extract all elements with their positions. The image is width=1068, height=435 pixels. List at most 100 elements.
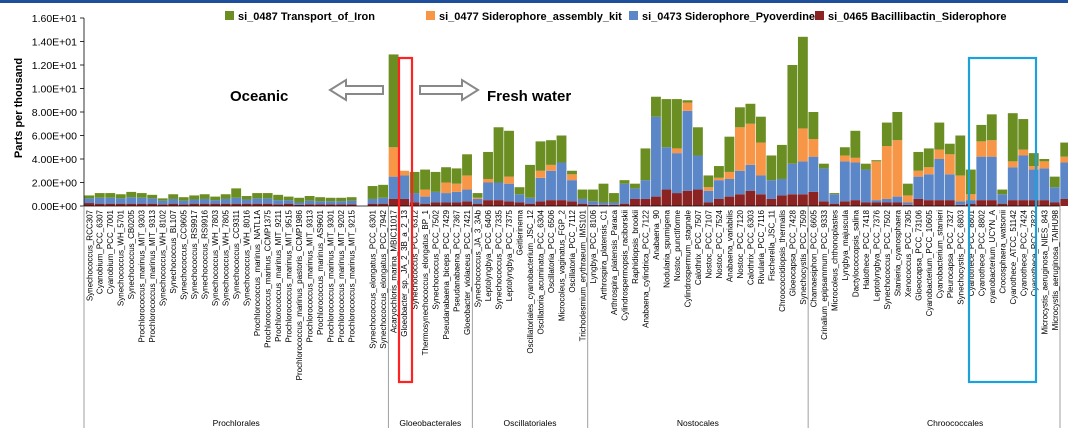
bar-segment-Rivularia_PCC_7116-s2 xyxy=(755,142,766,176)
bar-segment-Calothrix_PCC_6303-s2 xyxy=(745,123,756,165)
bar-segment-Oscillatoriales_cyanobacterium_JSC_12-s0 xyxy=(525,203,535,206)
bar-segment-cyanobacterium_UCYN_A-s0 xyxy=(986,200,997,207)
bar-segment-Cylindrospermum_stagnale-s1 xyxy=(682,110,693,191)
bar-segment-Stanieria_cyanosphaera-s3 xyxy=(892,112,903,141)
bar-segment-Crinalium_epipsammum_PCC_9333-s3 xyxy=(818,163,829,169)
bar-segment-Oscillatoria_acuminata_PCC_6304-s0 xyxy=(535,201,546,206)
bar-segment-Lyngbya_majuscula-s1 xyxy=(839,161,850,202)
bar-segment-Prochlorococcus_marinus_MIT_9313-s3 xyxy=(304,196,315,201)
bar-segment-Nodularia_spumigena-s0 xyxy=(661,189,672,206)
bar-segment-Pseudanabaena_biceps_PCC_7429-s0 xyxy=(441,202,451,206)
bar-segment-Pleurocapsa_PCC_7327-s3 xyxy=(944,143,955,155)
bar-segment-Cyanobacterium_stanieri-s3 xyxy=(934,122,945,150)
bar-segment-Chroococcidiopsis_thermalis-s3 xyxy=(776,144,787,179)
bar-segment-Pleurocapsa_PCC_7327-s2 xyxy=(944,154,955,175)
bar-segment-Nostoc_punctiforme-s1 xyxy=(672,153,682,194)
bar-segment-Pleurocapsa_PCC_7327-s0 xyxy=(944,200,955,207)
bar-segment-Synechococcus_WH_5701-s0 xyxy=(115,203,126,206)
x-tick-label: Prochlorococcus_marinus_MIT_9301 xyxy=(327,209,336,342)
bar-segment-Thermosynechococcus_elongatus_BP_1-s1 xyxy=(420,196,430,204)
bar-segment-Prochlorococcus_marinus_MIT_9301-s0 xyxy=(325,204,336,206)
bar-segment-Synechococcus_JA_3_3Ab-s2 xyxy=(472,197,483,199)
bar-segment-Cylindrospermum_stagnale-s0 xyxy=(682,190,693,206)
annotation-fresh-water: Fresh water xyxy=(487,88,571,105)
bar-segment-Oscillatoria_PCC_7112-s3 xyxy=(567,170,577,175)
x-tick-label: Acaryochloris_marina_MBIC11017 xyxy=(390,209,399,333)
bar-segment-Dactylococcopsis_salina-s2 xyxy=(850,157,861,163)
bar-segment-Cylindrospermopsis_raciborskii-s0 xyxy=(619,203,630,206)
bar-segment-Nodularia_spumigena-s1 xyxy=(661,147,672,190)
bar-segment-Prochlorococcus_marinus_AS9601-s1 xyxy=(315,201,326,205)
bar-segment-Gloeocapsa_PCC_7428-s3 xyxy=(787,65,798,164)
bar-segment-Gloeocapsa_PCC_7428-s0 xyxy=(787,194,798,206)
bar-segment-Cyanobium_PCC_7001-s3 xyxy=(105,193,116,198)
bar-segment-Arthrospira_platensis_Paraca-s3 xyxy=(609,193,619,203)
bar-segment-Nostoc_PCC_7524-s2 xyxy=(713,177,724,181)
bar-segment-Microcystis_aeruginosa_NIES_843-s2 xyxy=(1039,161,1050,169)
bar-segment-Pleurocapsa_PCC_7327-s1 xyxy=(944,174,955,201)
bar-segment-Cyanothece_PCC_8801-s3 xyxy=(965,169,976,195)
bar-segment-blank-s3 xyxy=(1060,142,1068,157)
bar-segment-Nostoc_PCC_7524-s3 xyxy=(713,166,724,178)
bar-segment-Microcystis_aeruginosa_TAIHU98-s1 xyxy=(1049,187,1060,203)
bar-segment-Xenococcus_PCC_7305-s1 xyxy=(902,202,913,205)
x-tick-label: Prochlorococcus_marinus_MIT_9515 xyxy=(285,209,294,342)
bar-segment-Synechococcus_WH_8102-s1 xyxy=(157,200,168,205)
bar-segment-Cyanothece_PCC_8802-s0 xyxy=(976,200,987,207)
bar-segment-Synechococcus_PCC_6312-s3 xyxy=(409,171,420,194)
bar-segment-Synechococcus_PCC_7502-s1 xyxy=(430,191,441,203)
bar-segment-Synechococcus_WH_7803-s0 xyxy=(210,203,221,206)
x-tick-label: Raphidiopsis_brookii xyxy=(631,210,640,284)
bar-segment-Nostoc_punctiforme-s2 xyxy=(672,148,682,154)
bar-segment-Microcoleus_chthonoplastes-s3 xyxy=(829,193,840,195)
bar-segment-Pseudanabaena_biceps_PCC_7429-s3 xyxy=(441,167,451,183)
x-tick-label: Synechococcus_CC9311 xyxy=(232,209,241,299)
bar-segment-Gloeobacter_violaceus_PCC_7421-s0 xyxy=(462,201,472,206)
bar-segment-Dactylococcopsis_salina-s0 xyxy=(850,200,861,207)
bar-segment-cyanobacterium_UCYN_A-s3 xyxy=(986,114,997,141)
bar-segment-Synechococcus_RS9917-s1 xyxy=(189,199,200,204)
bar-segment-Geitlerinema-s1 xyxy=(514,194,525,203)
x-tick-label: Gloeobacter_sp._JA_2_3B_a_2_13 xyxy=(400,209,409,336)
bar-segment-Rivularia_PCC_7116-s1 xyxy=(755,175,766,195)
x-tick-label: Cylindrospermopsis_raciborskii xyxy=(620,210,629,321)
bar-segment-Rivularia_PCC_7116-s0 xyxy=(755,194,766,206)
bar-segment-Raphidiopsis_brookii-s0 xyxy=(630,198,640,206)
x-tick-label: Chroococcidiopsis_thermalis xyxy=(778,210,787,312)
x-tick-label: Anabaena_90 xyxy=(652,209,661,259)
bar-segment-Leptolyngbya_PCC_6406-s3 xyxy=(483,151,493,179)
legend-label: si_0477 Siderophore_assembly_kit xyxy=(439,11,622,23)
bar-segment-Cyanobium_PCC_6307-s1 xyxy=(94,197,105,204)
bar-segment-Calothrix_PCC_7507-s0 xyxy=(693,189,703,206)
x-tick-label: Anabaena_cylindrica_PCC_7122 xyxy=(641,209,650,327)
x-tick-label: Cyanothece_PCC_7424 xyxy=(1019,209,1028,296)
x-tick-label: Pseudanabaena_PCC_7367 xyxy=(453,209,462,311)
bar-segment-Synechococcus_JA_3_3Ab-s3 xyxy=(472,193,483,198)
bar-segment-Pseudanabaena_biceps_PCC_7429-s2 xyxy=(441,182,451,194)
bar-segment-Synechococcus_PCC_7502-s0 xyxy=(881,202,892,206)
bar-segment-Synechococcus_CC9605-s0 xyxy=(178,204,189,206)
bar-segment-Synechococcus_RCC307-s0 xyxy=(84,203,95,206)
bar-segment-Trichodesmium_erythraeum_IMS101-s0 xyxy=(577,203,588,206)
group-label: Prochlorales xyxy=(213,418,260,428)
bar-segment-Synechococcus_CB0205-s3 xyxy=(126,191,137,198)
x-tick-label: Fischerella_JSC_11 xyxy=(767,209,776,281)
x-tick-label: Gloeocapsa_PCC_7428 xyxy=(788,209,797,296)
bar-segment-Cyanobacterium_PCC_10605-s3 xyxy=(923,148,934,168)
bar-segment-blank-s1 xyxy=(1060,162,1068,199)
x-tick-label: Prochlorococcus_marinus_NATL1A xyxy=(253,209,262,336)
bar-segment-Cyanothece_ATCC_51142-s2 xyxy=(1007,161,1018,168)
bar-segment-Synechococcus_JA_3_3Ab-s0 xyxy=(472,203,483,206)
bar-segment-Crocosphaera_watsonii-s3 xyxy=(997,189,1008,195)
x-tick-label: Cyanobium_PCC_7001 xyxy=(106,209,115,294)
bar-segment-Cyanobacterium_stanieri-s0 xyxy=(934,200,945,207)
bar-segment-Synechococcus_WH_7805-s3 xyxy=(220,194,231,199)
bar-segment-Rivularia_PCC_7116-s3 xyxy=(755,116,766,143)
x-tick-label: Chamaesiphon_PCC_6605 xyxy=(809,209,818,307)
bar-segment-Cyanobacterium_PCC_10605-s1 xyxy=(923,174,934,201)
bar-segment-Synechococcus_CC9311-s1 xyxy=(231,197,242,204)
bar-segment-Microcoleus_chthonoplastes-s0 xyxy=(829,203,840,206)
bar-segment-Leptolyngbya_PCC_7375-s1 xyxy=(504,183,514,202)
bar-segment-Cyanothece_PCC_7822-s3 xyxy=(1028,153,1039,167)
bar-segment-Synechococcus_PCC_7502-s3 xyxy=(881,122,892,147)
